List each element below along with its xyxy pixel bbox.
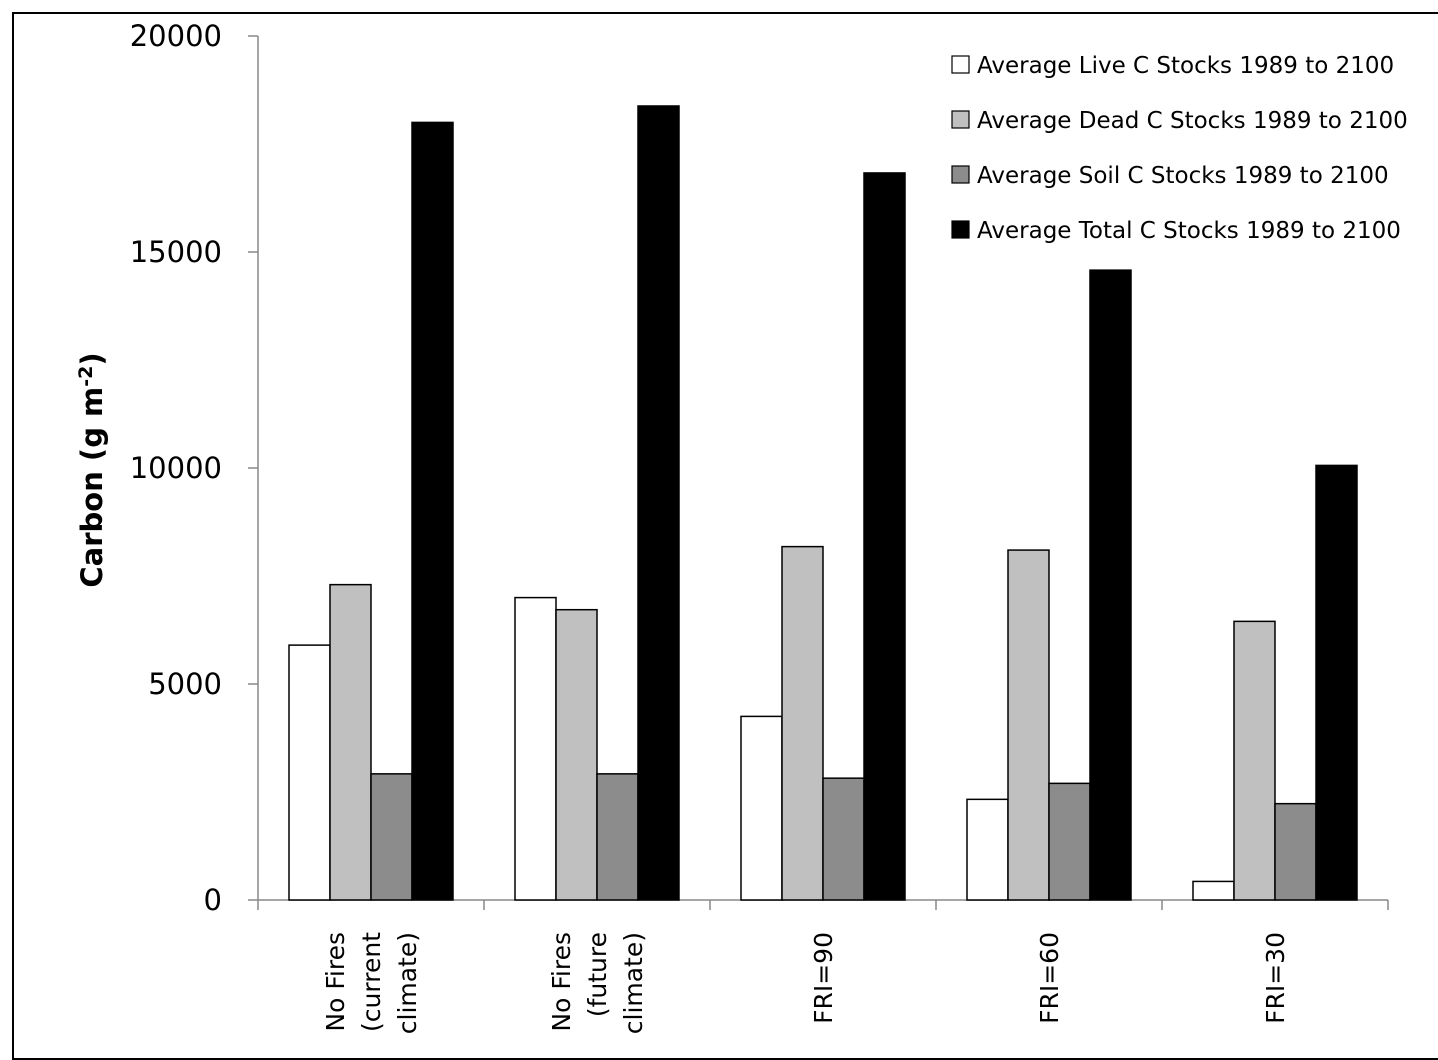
legend-label: Average Total C Stocks 1989 to 2100 — [977, 218, 1401, 244]
bar-dead-0 — [329, 583, 372, 901]
bar-total-3 — [1089, 269, 1132, 901]
x-category-label-line: No Fires — [547, 932, 576, 1032]
bar-soil-1 — [596, 773, 639, 901]
x-category-label: FRI=30 — [1261, 932, 1290, 1024]
x-category-label-line: climate) — [619, 932, 648, 1034]
x-category-label-line: FRI=30 — [1261, 932, 1290, 1024]
bar-soil-4 — [1274, 802, 1317, 901]
x-category-label-line: FRI=60 — [1035, 932, 1064, 1024]
bar-live-3 — [966, 798, 1009, 901]
x-category-label-line: No Fires — [321, 932, 350, 1032]
bar-dead-3 — [1007, 549, 1050, 901]
bar-dead-1 — [555, 608, 598, 901]
x-category-label: No Fires (future climate) — [547, 932, 648, 1034]
bar-total-0 — [411, 121, 454, 901]
legend-label: Average Dead C Stocks 1989 to 2100 — [977, 108, 1408, 134]
x-category-label-line: (current — [357, 932, 386, 1032]
y-tick-label: 10000 — [130, 451, 222, 485]
legend: Average Live C Stocks 1989 to 2100 Averag… — [951, 53, 1408, 244]
bar-total-4 — [1315, 464, 1358, 901]
bar-total-1 — [637, 105, 680, 901]
x-category-label-line: (future — [583, 932, 612, 1017]
bar-soil-3 — [1048, 782, 1091, 901]
y-tick-label: 0 — [204, 883, 222, 917]
legend-swatch — [951, 165, 970, 184]
y-tick-label: 20000 — [130, 19, 222, 53]
legend-swatch — [951, 55, 970, 74]
bar-live-0 — [288, 644, 331, 901]
bar-live-1 — [514, 596, 557, 901]
bar-live-2 — [740, 715, 783, 901]
x-category-label: FRI=60 — [1035, 932, 1064, 1024]
bar-total-2 — [863, 172, 906, 901]
legend-label: Average Soil C Stocks 1989 to 2100 — [977, 163, 1389, 189]
bar-dead-2 — [781, 545, 824, 901]
x-category-label: FRI=90 — [809, 932, 838, 1024]
legend-label: Average Live C Stocks 1989 to 2100 — [977, 53, 1394, 79]
bar-dead-4 — [1233, 620, 1276, 901]
legend-swatch — [951, 110, 970, 129]
y-tick-label: 15000 — [130, 235, 222, 269]
y-axis-title: Carbon (g m-2) — [75, 352, 109, 587]
bar-soil-2 — [822, 777, 865, 901]
x-category-label-line: FRI=90 — [809, 932, 838, 1024]
y-tick-label: 5000 — [148, 667, 222, 701]
legend-swatch — [951, 220, 970, 239]
x-category-label-line: climate) — [393, 932, 422, 1034]
bar-soil-0 — [370, 773, 413, 901]
bar-live-4 — [1192, 880, 1235, 901]
x-category-label: No Fires (current climate) — [321, 932, 422, 1034]
